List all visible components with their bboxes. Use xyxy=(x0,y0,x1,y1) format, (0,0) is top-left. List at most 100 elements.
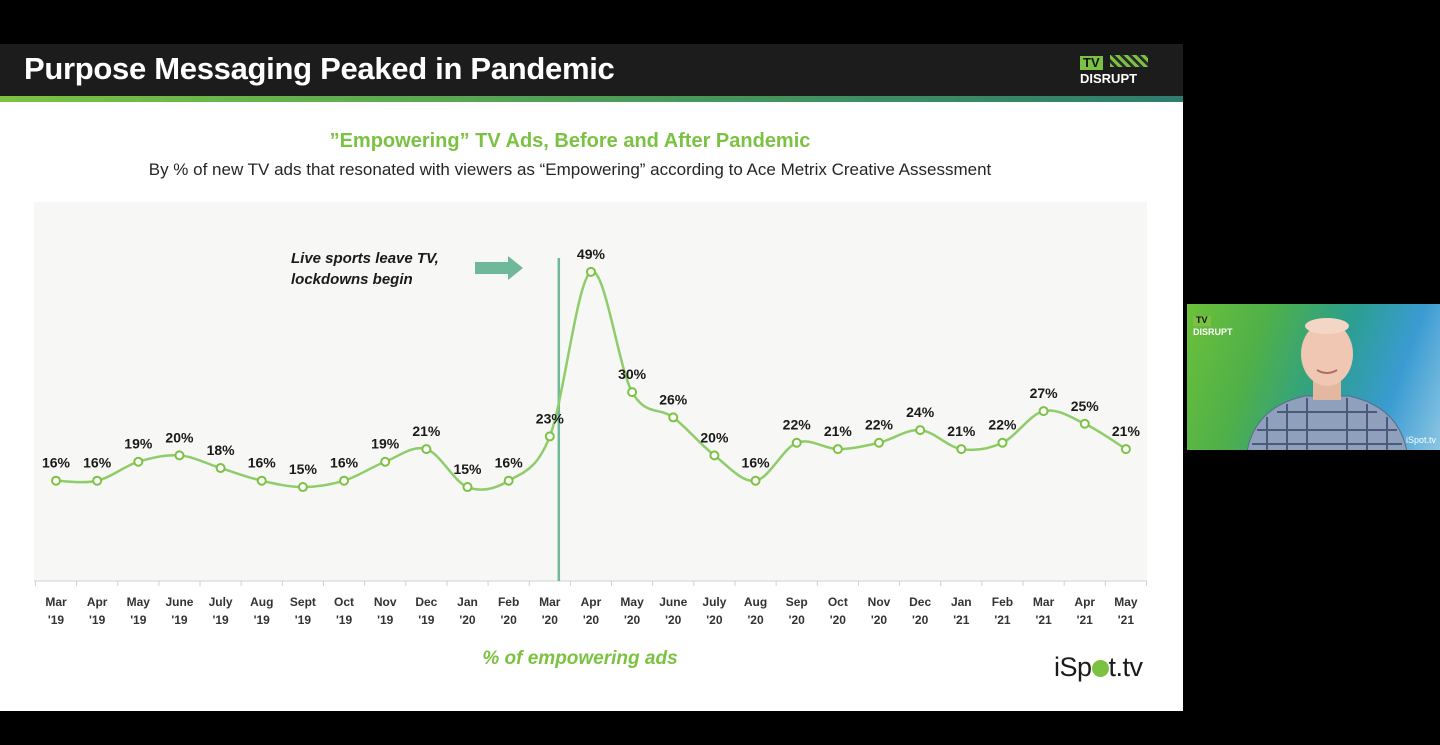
x-tick-label-month: Oct xyxy=(828,595,848,609)
data-label: 22% xyxy=(865,417,894,433)
data-point xyxy=(421,444,432,455)
data-point xyxy=(380,456,391,467)
speaker-video-thumbnail[interactable]: TV DISRUPT iSpot.tv xyxy=(1187,304,1440,450)
data-label: 15% xyxy=(453,461,482,477)
x-tick-label-year: '19 xyxy=(336,613,353,627)
x-tick-label-month: Aug xyxy=(250,595,273,609)
x-tick-label-year: '20 xyxy=(747,613,764,627)
title-accent-stripe xyxy=(0,96,1183,102)
annotation-text-line1: Live sports leave TV, xyxy=(291,250,439,267)
video-brand-watermark: iSpot.tv xyxy=(1405,435,1436,445)
data-label: 21% xyxy=(1112,423,1141,439)
data-label: 23% xyxy=(536,410,565,426)
video-logo-disrupt-text: DISRUPT xyxy=(1193,327,1233,337)
data-point xyxy=(874,437,884,448)
data-label: 16% xyxy=(83,455,112,471)
line-chart: 16% Mar '19 16% Apr '19 19% May '19 20% June '19 18%… xyxy=(34,202,1147,627)
data-point xyxy=(832,444,843,455)
data-point xyxy=(133,456,144,467)
x-tick-label-month: Oct xyxy=(334,595,354,609)
data-label: 21% xyxy=(824,423,853,439)
x-tick-label-year: '19 xyxy=(89,613,106,627)
speaker-person-icon xyxy=(1246,318,1408,450)
x-tick-label-month: Apr xyxy=(87,595,108,609)
x-tick-label-year: '19 xyxy=(171,613,188,627)
ispot-play-icon xyxy=(1091,660,1109,677)
data-label: 16% xyxy=(495,455,524,471)
x-tick-label-year: '19 xyxy=(130,613,147,627)
logo-tv-text: TV xyxy=(1080,55,1103,71)
ispot-logo-text: iSp xyxy=(1054,652,1092,682)
x-tick-label-month: Feb xyxy=(498,595,519,609)
data-point xyxy=(297,482,308,493)
x-tick-label-year: '20 xyxy=(871,613,888,627)
data-point xyxy=(997,437,1008,448)
data-label: 21% xyxy=(412,423,441,439)
x-tick-label-month: Feb xyxy=(992,595,1013,609)
x-tick-label-year: '19 xyxy=(295,613,312,627)
ispot-logo: iSp t.tv xyxy=(1054,652,1143,683)
x-tick-label-month: Jan xyxy=(457,595,478,609)
data-point xyxy=(215,463,226,474)
data-point xyxy=(956,444,967,455)
x-tick-label-month: July xyxy=(209,595,233,609)
x-tick-label-month: July xyxy=(702,595,726,609)
data-point xyxy=(92,475,103,486)
x-tick-label-year: '19 xyxy=(377,613,394,627)
data-point xyxy=(668,412,679,423)
x-tick-label-year: '20 xyxy=(501,613,518,627)
x-tick-label-year: '21 xyxy=(1035,613,1052,627)
x-tick-label-month: Apr xyxy=(581,595,602,609)
data-point xyxy=(1038,406,1049,417)
x-tick-label-month: May xyxy=(127,595,151,609)
x-tick-label-year: '20 xyxy=(624,613,641,627)
data-label: 15% xyxy=(289,461,318,477)
chart-subtitle: By % of new TV ads that resonated with v… xyxy=(148,160,992,179)
x-tick-label-month: Dec xyxy=(415,595,437,609)
data-point xyxy=(51,475,61,486)
x-tick-label-year: '21 xyxy=(1118,613,1135,627)
x-tick-label-month: June xyxy=(659,595,687,609)
data-point xyxy=(915,425,926,436)
data-point xyxy=(750,475,761,486)
x-tick-label-year: '21 xyxy=(953,613,970,627)
x-tick-label-month: Mar xyxy=(539,595,561,609)
data-label: 27% xyxy=(1030,385,1059,401)
logo-disrupt-text: DISRUPT xyxy=(1080,71,1138,86)
video-tv-disrupt-logo: TV DISRUPT xyxy=(1193,310,1241,337)
ispot-logo-suffix: t.tv xyxy=(1108,652,1144,682)
x-tick-label-month: Sep xyxy=(786,595,808,609)
x-tick-label-month: Nov xyxy=(374,595,397,609)
x-tick-label-year: '20 xyxy=(789,613,806,627)
x-tick-label-year: '20 xyxy=(706,613,723,627)
data-point xyxy=(1079,418,1090,429)
data-label: 22% xyxy=(988,417,1017,433)
data-label: 25% xyxy=(1071,398,1100,414)
x-tick-label-year: '20 xyxy=(542,613,559,627)
x-tick-label-year: '19 xyxy=(212,613,229,627)
data-label: 20% xyxy=(165,429,194,445)
data-point xyxy=(256,475,267,486)
data-label: 30% xyxy=(618,366,647,382)
x-tick-label-year: '20 xyxy=(583,613,600,627)
tv-disrupt-logo: TV DISRUPT xyxy=(1080,54,1150,86)
x-tick-label-month: Jan xyxy=(951,595,972,609)
chart-title: ”Empowering” TV Ads, Before and After Pa… xyxy=(329,130,811,152)
data-label: 49% xyxy=(577,246,606,262)
data-point xyxy=(174,450,185,461)
data-point xyxy=(544,431,555,442)
data-label: 26% xyxy=(659,391,688,407)
x-tick-label-month: May xyxy=(1114,595,1138,609)
data-label: 22% xyxy=(783,417,812,433)
x-axis-caption: % of empowering ads xyxy=(482,648,678,669)
data-point xyxy=(791,437,802,448)
logo-pattern-icon xyxy=(1110,55,1148,67)
x-tick-label-month: Mar xyxy=(45,595,67,609)
plot-area xyxy=(34,202,1147,581)
data-point xyxy=(709,450,720,461)
data-label: 20% xyxy=(700,429,729,445)
data-label: 19% xyxy=(371,436,400,452)
x-tick-label-year: '19 xyxy=(254,613,271,627)
x-tick-label-month: Apr xyxy=(1074,595,1095,609)
x-tick-label-year: '20 xyxy=(665,613,682,627)
